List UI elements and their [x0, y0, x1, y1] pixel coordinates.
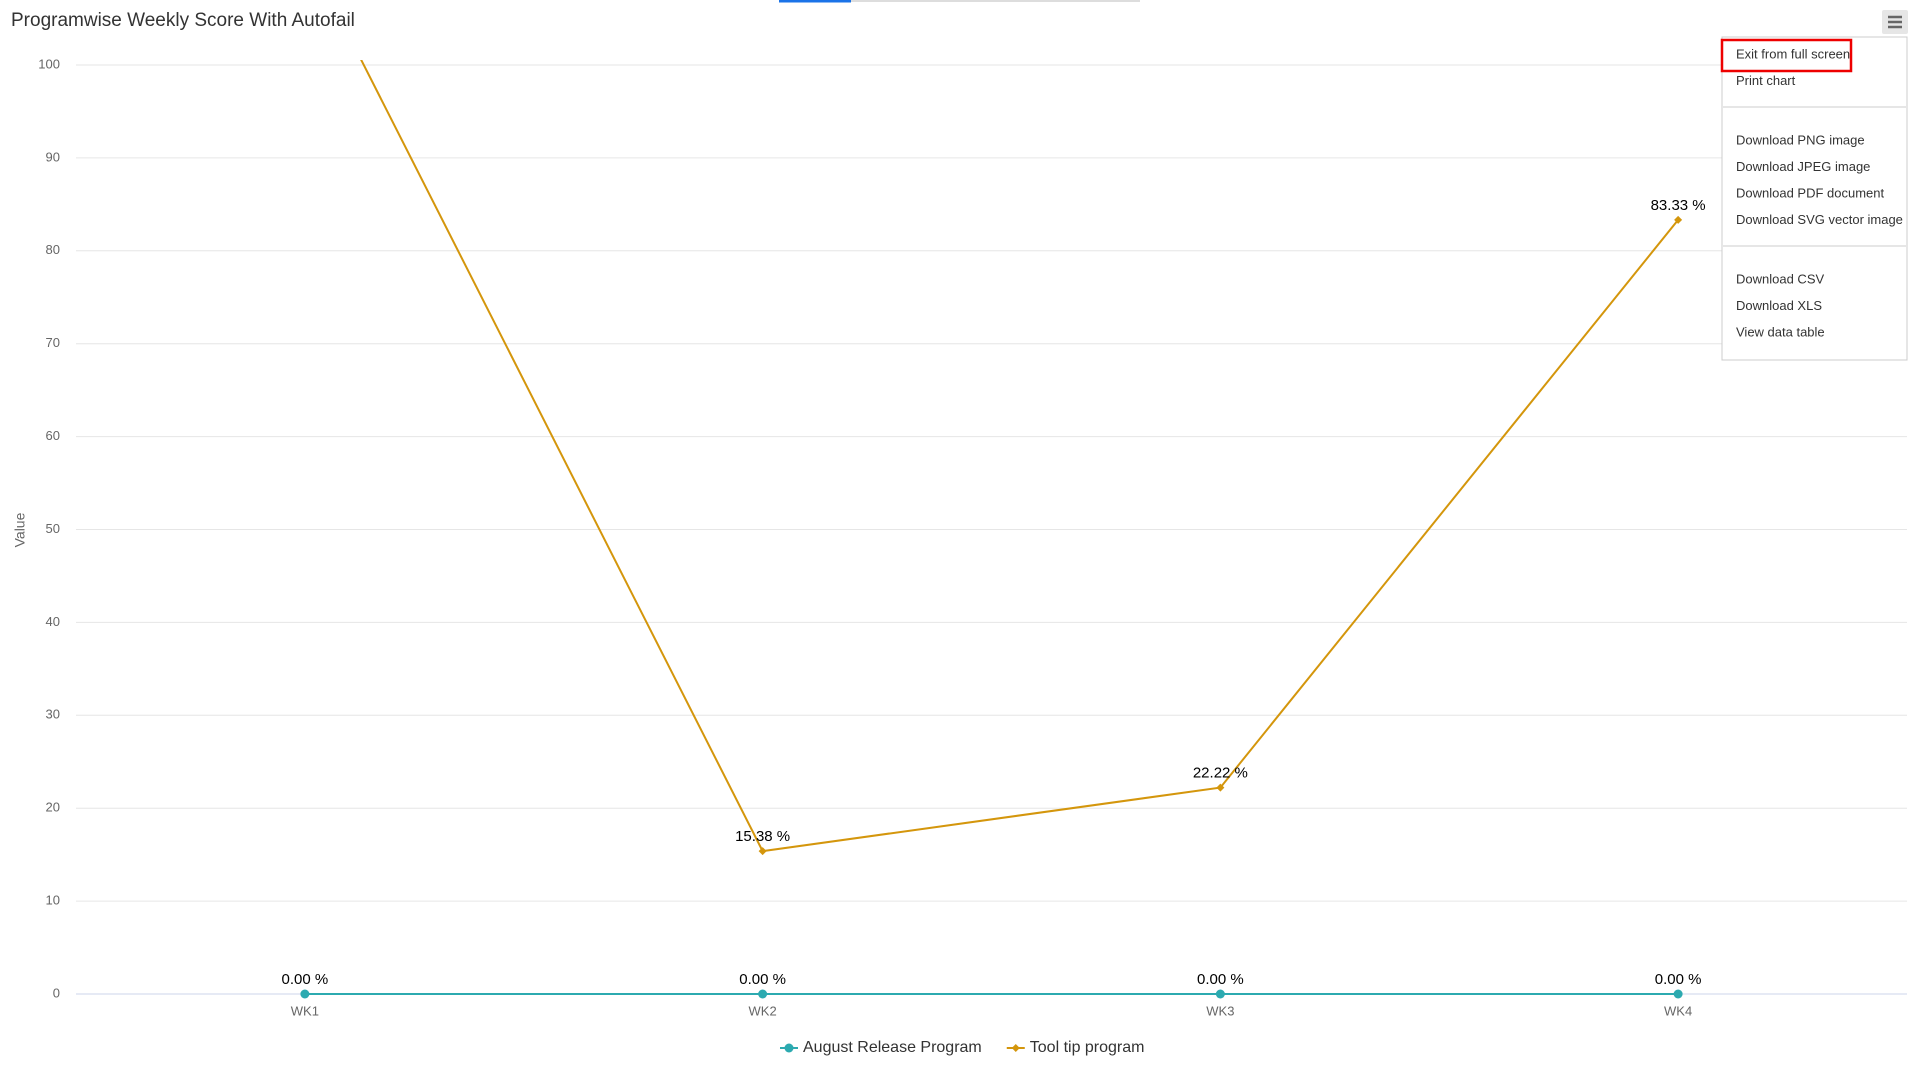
y-tick-label: 10 — [46, 893, 60, 908]
highlight-box — [1720, 38, 1853, 73]
menu-item[interactable]: Download PDF document — [1736, 185, 1885, 200]
point-marker — [1673, 989, 1683, 999]
y-tick-label: 20 — [46, 800, 60, 815]
legend-label[interactable]: Tool tip program — [1030, 1039, 1145, 1056]
data-label: 0.00 % — [1655, 971, 1702, 988]
data-label: 0.00 % — [1197, 971, 1244, 988]
point-marker — [1674, 215, 1683, 224]
menu-item[interactable]: Print chart — [1736, 73, 1796, 88]
menu-item[interactable]: Download XLS — [1736, 298, 1822, 313]
legend-label[interactable]: August Release Program — [803, 1039, 982, 1056]
data-label: 83.33 % — [1651, 197, 1706, 214]
plot-area: 0.00 % 0.00 % 0.00 % 0.00 % 15.38 % 22.22 % 83… — [282, 60, 1706, 999]
menu-item[interactable]: Download CSV — [1736, 271, 1824, 286]
data-label: 22.22 % — [1193, 765, 1248, 782]
y-tick-label: 70 — [46, 335, 60, 350]
legend-item[interactable]: Tool tip program — [1006, 1039, 1145, 1056]
point-marker — [1216, 783, 1225, 792]
data-label: 0.00 % — [739, 971, 786, 988]
y-axis-label: Value — [12, 512, 28, 547]
data-label: 15.38 % — [735, 828, 790, 845]
y-tick-label: 90 — [46, 149, 60, 164]
legend-symbol — [1011, 1044, 1020, 1052]
chart-title: Programwise Weekly Score With Autofail — [11, 10, 355, 31]
y-tick-label: 40 — [46, 614, 60, 629]
menu-item[interactable]: View data table — [1736, 324, 1825, 339]
y-tick-label: 60 — [46, 428, 60, 443]
menu-item[interactable]: Download SVG vector image — [1736, 212, 1903, 227]
x-tick-label: WK4 — [1664, 1003, 1692, 1018]
menu-button[interactable] — [1882, 10, 1908, 34]
menu-item[interactable]: Exit from full screen — [1736, 46, 1850, 61]
point-marker — [300, 989, 310, 999]
series-line — [360, 60, 1679, 853]
menu-panel — [1721, 36, 1908, 361]
legend-item[interactable]: August Release Program — [780, 1039, 982, 1056]
x-tick-label: WK3 — [1206, 1003, 1234, 1018]
point-marker — [1215, 989, 1225, 999]
y-tick-label: 30 — [46, 707, 60, 722]
menu-item[interactable]: Download PNG image — [1736, 132, 1865, 147]
y-tick-label: 50 — [46, 521, 60, 536]
y-tick-label: 100 — [38, 56, 60, 71]
x-tick-label: WK2 — [749, 1003, 777, 1018]
export-menu: Exit from full screen Print chart Download… — [1720, 36, 1908, 361]
x-tick-label: WK1 — [291, 1003, 319, 1018]
data-label: 0.00 % — [282, 971, 329, 988]
y-tick-label: 80 — [46, 242, 60, 257]
legend-symbol — [784, 1043, 794, 1053]
point-marker — [758, 989, 768, 999]
point-marker — [758, 847, 767, 856]
legend: August Release Program Tool tip program — [780, 1039, 1144, 1056]
y-tick-label: 0 — [53, 985, 60, 1000]
menu-item[interactable]: Download JPEG image — [1736, 159, 1870, 174]
